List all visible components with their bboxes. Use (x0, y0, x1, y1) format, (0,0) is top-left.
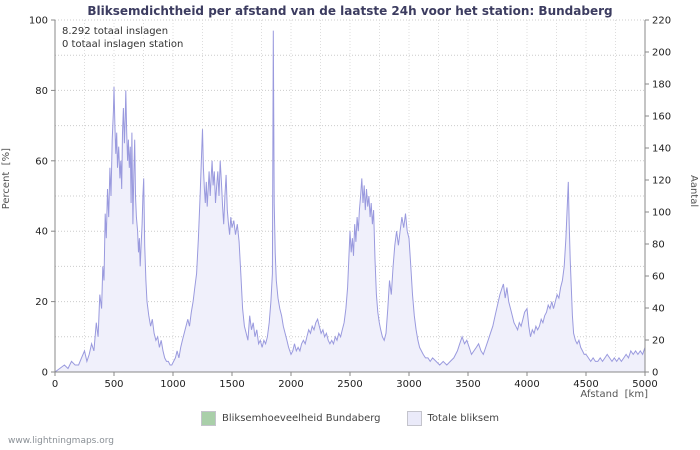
svg-text:40: 40 (652, 304, 665, 315)
legend-swatch-lavender (406, 411, 422, 426)
svg-text:0: 0 (42, 368, 48, 379)
svg-text:80: 80 (35, 86, 48, 97)
svg-text:80: 80 (652, 240, 665, 251)
svg-text:3500: 3500 (455, 379, 480, 390)
svg-text:20: 20 (35, 297, 48, 308)
svg-text:100: 100 (652, 208, 671, 219)
svg-text:1000: 1000 (160, 379, 185, 390)
svg-text:4500: 4500 (573, 379, 598, 390)
y-axis-right-label: Aantal (688, 175, 699, 208)
svg-text:1500: 1500 (219, 379, 244, 390)
svg-text:60: 60 (652, 272, 665, 283)
legend-item-station: Bliksemhoeveelheid Bundaberg (201, 411, 381, 426)
legend-item-total: Totale bliksem (406, 411, 499, 426)
svg-text:2500: 2500 (337, 379, 362, 390)
chart-title: Bliksemdichtheid per afstand van de laat… (87, 4, 613, 18)
legend-label-station: Bliksemhoeveelheid Bundaberg (222, 413, 381, 424)
svg-text:20: 20 (652, 336, 665, 347)
svg-text:500: 500 (104, 379, 123, 390)
chart-legend: Bliksemhoeveelheid Bundaberg Totale blik… (0, 411, 700, 426)
svg-text:2000: 2000 (278, 379, 303, 390)
svg-text:100: 100 (29, 16, 48, 27)
svg-text:40: 40 (35, 227, 48, 238)
svg-text:120: 120 (652, 176, 671, 187)
svg-text:200: 200 (652, 48, 671, 59)
svg-text:0: 0 (52, 379, 58, 390)
x-axis-label: Afstand [km] (580, 389, 648, 400)
svg-text:220: 220 (652, 16, 671, 27)
svg-text:3000: 3000 (396, 379, 421, 390)
svg-text:180: 180 (652, 80, 671, 91)
legend-label-total: Totale bliksem (427, 413, 499, 424)
svg-text:140: 140 (652, 144, 671, 155)
svg-text:5000: 5000 (632, 379, 657, 390)
svg-text:60: 60 (35, 156, 48, 167)
y-axis-left-label: Percent [%] (1, 148, 12, 210)
svg-text:4000: 4000 (514, 379, 539, 390)
annotation-total-strikes: 8.292 totaal inslagen (62, 26, 169, 37)
legend-swatch-green (201, 411, 216, 426)
svg-text:0: 0 (652, 368, 658, 379)
watermark: www.lightningmaps.org (8, 436, 114, 446)
annotation-station-strikes: 0 totaal inslagen station (62, 39, 184, 50)
svg-text:160: 160 (652, 112, 671, 123)
